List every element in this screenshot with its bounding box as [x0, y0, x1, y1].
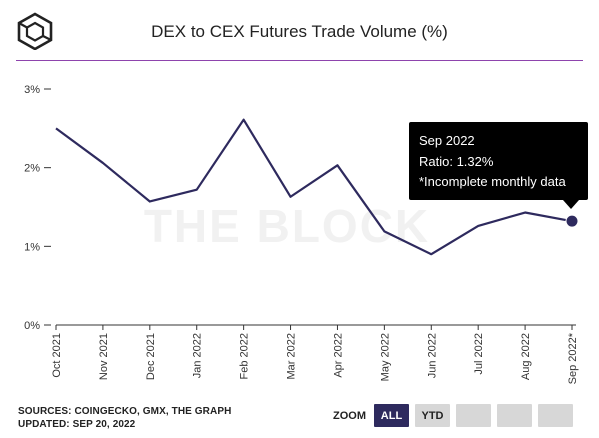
x-tick-label: Jul 2022: [473, 333, 485, 375]
the-block-logo-icon: [17, 12, 53, 50]
y-tick-label: 2%: [24, 163, 40, 175]
sources-text: SOURCES: COINGECKO, GMX, THE GRAPH: [18, 406, 232, 417]
zoom-controls: ZOOM ALL YTD: [333, 404, 579, 427]
title-divider: [16, 60, 583, 61]
tooltip-ratio: Ratio: 1.32%: [419, 153, 494, 169]
y-tick-label: 3%: [24, 84, 40, 96]
zoom-range-button-1[interactable]: [456, 404, 491, 427]
x-tick-label: Aug 2022: [520, 333, 532, 380]
watermark: THE BLOCK: [144, 200, 430, 252]
x-tick-label: Mar 2022: [286, 333, 298, 379]
x-tick-label: May 2022: [379, 333, 391, 381]
x-tick-label: Jun 2022: [426, 333, 438, 378]
data-tooltip: Sep 2022 Ratio: 1.32% *Incomplete monthl…: [409, 122, 588, 209]
x-tick-label: Apr 2022: [332, 333, 344, 378]
zoom-range-button-3[interactable]: [538, 404, 573, 427]
highlighted-data-point[interactable]: [565, 214, 579, 228]
zoom-ytd-button[interactable]: YTD: [415, 404, 450, 427]
x-tick-label: Nov 2021: [98, 333, 110, 380]
x-tick-label: Dec 2021: [145, 333, 157, 380]
x-tick-label: Jan 2022: [192, 333, 204, 378]
zoom-label: ZOOM: [333, 409, 366, 422]
tooltip-date: Sep 2022: [419, 133, 475, 148]
x-tick-label: Oct 2021: [51, 333, 63, 378]
tooltip-note: *Incomplete monthly data: [419, 174, 566, 189]
chart-footer: SOURCES: COINGECKO, GMX, THE GRAPH UPDAT…: [18, 405, 231, 431]
y-tick-label: 0%: [24, 320, 40, 332]
zoom-all-button[interactable]: ALL: [374, 404, 409, 427]
zoom-range-button-2[interactable]: [497, 404, 532, 427]
x-tick-label: Feb 2022: [239, 333, 251, 379]
x-tick-label: Sep 2022*: [567, 332, 579, 384]
y-tick-label: 1%: [24, 241, 40, 253]
updated-text: UPDATED: SEP 20, 2022: [18, 419, 136, 430]
series-line: [55, 118, 573, 256]
chart-title: DEX to CEX Futures Trade Volume (%): [151, 22, 448, 41]
